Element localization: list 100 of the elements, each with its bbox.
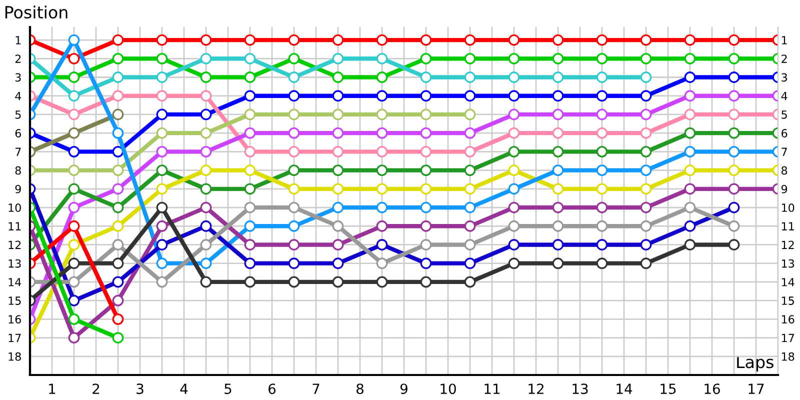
point <box>244 258 256 270</box>
point <box>332 239 344 250</box>
y2-tick-label: 14 <box>782 278 794 286</box>
point <box>244 72 256 83</box>
point <box>684 164 696 176</box>
point <box>112 146 124 158</box>
point <box>156 52 168 64</box>
y2-tick-label: 2 <box>782 54 787 63</box>
point <box>332 34 344 46</box>
point <box>596 183 608 195</box>
point <box>68 202 80 214</box>
point <box>156 90 168 102</box>
point <box>552 258 564 270</box>
point <box>376 34 388 46</box>
point <box>640 72 652 83</box>
point <box>640 239 652 250</box>
point <box>112 108 124 120</box>
y2-tick-label: 8 <box>782 166 788 175</box>
x-tick-label: 14 <box>616 384 632 394</box>
point <box>552 72 564 83</box>
point <box>112 52 124 64</box>
point <box>244 34 256 46</box>
point <box>112 90 124 102</box>
point <box>464 239 476 250</box>
point <box>464 72 476 83</box>
point <box>68 294 80 306</box>
point <box>156 108 168 120</box>
point <box>68 332 80 344</box>
point <box>332 276 344 288</box>
point <box>200 220 212 232</box>
point <box>376 52 388 64</box>
point <box>68 127 80 139</box>
point <box>552 183 564 195</box>
point <box>68 146 80 158</box>
point <box>244 220 256 232</box>
point <box>68 90 80 102</box>
point <box>244 276 256 288</box>
point <box>68 34 80 46</box>
point <box>420 146 432 158</box>
point <box>244 239 256 250</box>
point <box>684 34 696 46</box>
y2-tick-label: 15 <box>782 296 794 305</box>
point <box>508 258 520 270</box>
point <box>464 220 476 232</box>
point <box>376 239 388 250</box>
point <box>420 108 432 120</box>
point <box>596 90 608 102</box>
point <box>376 108 388 120</box>
point <box>200 108 212 120</box>
y-tick-label: 8 <box>15 166 21 175</box>
point <box>288 220 300 232</box>
point <box>288 164 300 176</box>
point <box>596 52 608 64</box>
point <box>508 202 520 214</box>
point <box>420 202 432 214</box>
point <box>684 108 696 120</box>
point <box>596 239 608 250</box>
point <box>464 52 476 64</box>
point <box>596 127 608 139</box>
point <box>332 108 344 120</box>
point <box>244 146 256 158</box>
point <box>684 127 696 139</box>
point <box>112 72 124 83</box>
y-tick-label: 13 <box>8 259 21 268</box>
x-tick-label: 11 <box>484 384 500 394</box>
x-axis-title: Laps <box>737 356 774 372</box>
point <box>728 72 740 83</box>
y2-tick-label: 1 <box>782 36 787 44</box>
point <box>112 164 124 176</box>
x-tick-label: 6 <box>268 384 276 394</box>
point <box>508 127 520 139</box>
point <box>156 239 168 250</box>
point <box>200 258 212 270</box>
point <box>464 164 476 176</box>
point <box>552 52 564 64</box>
point <box>244 202 256 214</box>
point <box>640 258 652 270</box>
point <box>332 258 344 270</box>
point <box>332 164 344 176</box>
point <box>288 146 300 158</box>
point <box>288 108 300 120</box>
point <box>112 258 124 270</box>
point <box>596 146 608 158</box>
point <box>332 220 344 232</box>
point <box>156 258 168 270</box>
y2-tick-label: 10 <box>782 203 794 212</box>
point <box>68 108 80 120</box>
point <box>552 90 564 102</box>
point <box>200 202 212 214</box>
y-tick-label: 1 <box>16 36 21 44</box>
point <box>112 239 124 250</box>
point <box>640 202 652 214</box>
y-tick-label: 16 <box>8 315 21 324</box>
y-tick-label: 17 <box>8 334 21 342</box>
point <box>332 90 344 102</box>
point <box>420 52 432 64</box>
point <box>552 220 564 232</box>
point <box>332 127 344 139</box>
point <box>68 276 80 288</box>
point <box>200 276 212 288</box>
